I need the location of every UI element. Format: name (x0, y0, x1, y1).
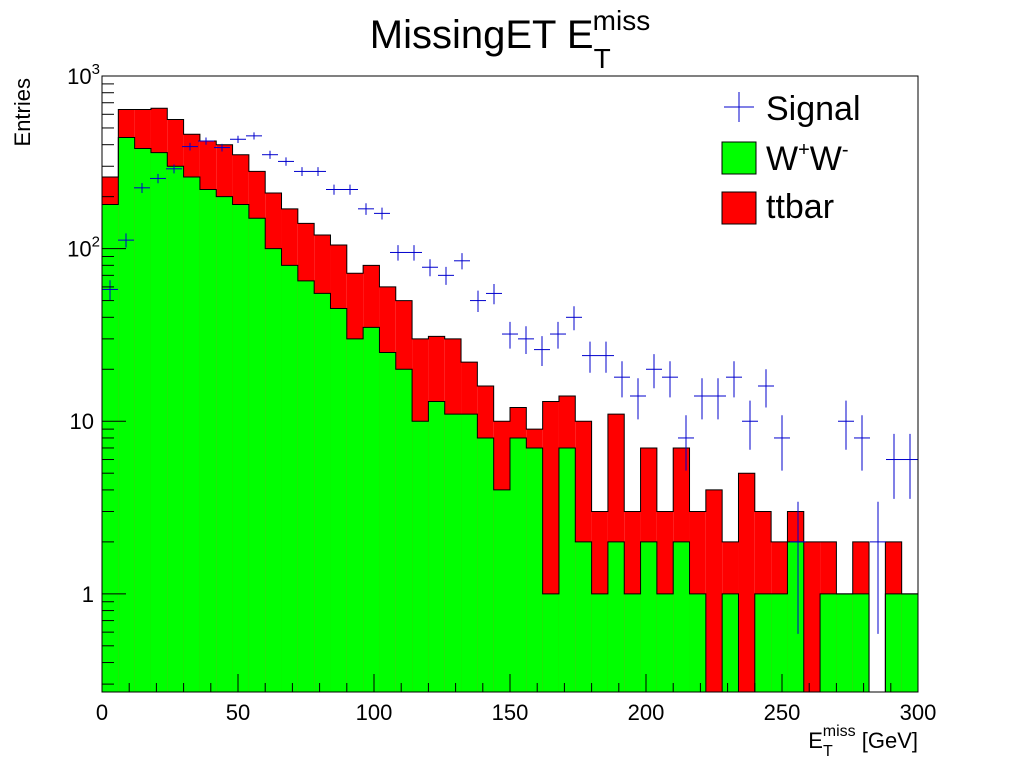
bar-ww (591, 593, 608, 692)
y-tick-label: 103 (67, 61, 100, 89)
y-tick-label-exp: 3 (92, 61, 100, 78)
legend-label-ww-sup2: - (842, 139, 849, 161)
bar-ww (640, 541, 657, 692)
legend-label-ww-w2: W (810, 140, 842, 178)
legend-label-ttbar: ttbar (766, 188, 834, 226)
bar-ww (722, 593, 739, 692)
bar-ww (477, 437, 494, 692)
x-axis-label: ETmiss [GeV] (808, 723, 918, 760)
bar-ww (771, 593, 788, 692)
bar-ww (689, 593, 706, 692)
plot-area (101, 107, 919, 693)
bar-ttbar (803, 541, 821, 692)
bar-ww (216, 196, 233, 692)
legend-entry-ttbar: ttbar (721, 188, 834, 226)
x-tick-label: 200 (628, 700, 665, 725)
bar-ww (820, 593, 837, 692)
stack-outline-total (101, 107, 919, 693)
bar-ww (624, 593, 641, 692)
bar-ww (379, 352, 396, 692)
y-tick-label: 102 (67, 234, 100, 262)
y-tick-label: 10 (70, 409, 94, 434)
bar-ww (493, 489, 510, 692)
bar-ww (461, 414, 478, 692)
x-tick-label: 250 (764, 700, 801, 725)
legend-label-ww-w1: W (766, 140, 798, 178)
legend: Signal W+W- ttbar (721, 90, 861, 226)
bar-ww (836, 593, 853, 692)
chart-title-main: MissingET E (370, 13, 594, 57)
bar-ww (395, 369, 413, 692)
bar-ww (199, 189, 217, 692)
legend-entry-ww: W+W- (721, 139, 849, 178)
chart-title-sup: miss (593, 5, 651, 36)
bar-ww (330, 308, 347, 692)
bar-ttbar (705, 489, 723, 692)
legend-label-ww: W+W- (766, 139, 849, 178)
y-tick-label-base: 10 (67, 237, 91, 262)
x-tick-label: 100 (356, 700, 393, 725)
bar-ww (607, 541, 625, 692)
bar-ww (346, 338, 364, 692)
bar-ww (167, 166, 184, 692)
bar-ww (885, 593, 902, 692)
bar-ww (363, 327, 380, 692)
legend-entry-signal: Signal (724, 90, 861, 128)
stack-outline-ww (101, 137, 919, 693)
x-tick-label: 300 (900, 700, 937, 725)
bar-ww (754, 593, 772, 692)
x-axis-label-sup: miss (823, 723, 856, 740)
y-tick-label-exp: 2 (92, 234, 100, 251)
bar-ww (673, 541, 690, 692)
bar-ww (542, 593, 559, 692)
x-axis-label-main: E (808, 728, 823, 753)
chart-title-sub: T (594, 43, 611, 74)
bar-ww (852, 593, 870, 692)
bar-ww (412, 421, 429, 692)
bar-ww (281, 265, 298, 692)
bar-ww (150, 152, 168, 693)
bar-ww (265, 248, 282, 692)
y-axis-label: Entries (10, 78, 35, 146)
legend-label-signal: Signal (766, 90, 861, 128)
bar-ww (118, 137, 135, 692)
chart-title: MissingET ETmiss (370, 5, 650, 74)
y-tick-label: 1 (82, 582, 94, 607)
legend-label-ww-sup1: + (798, 139, 810, 161)
x-axis-label-unit: [GeV] (856, 728, 918, 753)
x-tick-label: 50 (226, 700, 250, 725)
bar-ww (444, 414, 462, 692)
bar-ww (558, 447, 576, 692)
y-tick-label-base: 10 (67, 64, 91, 89)
bar-ww (183, 176, 200, 692)
x-tick-label: 150 (492, 700, 529, 725)
x-tick-label: 0 (96, 700, 108, 725)
bar-ww (134, 148, 151, 692)
bar-ww (901, 593, 918, 692)
bar-ww (510, 437, 527, 692)
x-axis-label-sub: T (823, 743, 833, 760)
bar-ww (526, 447, 543, 692)
bar-ww (232, 204, 249, 693)
bar-ww (248, 218, 266, 692)
bar-ww (314, 293, 331, 692)
bar-ww (297, 280, 315, 692)
bar-ww (787, 541, 804, 692)
bar-ww (656, 593, 674, 692)
bar-ww (428, 401, 445, 692)
bar-ww (575, 541, 592, 692)
bar-ttbar (738, 473, 755, 692)
